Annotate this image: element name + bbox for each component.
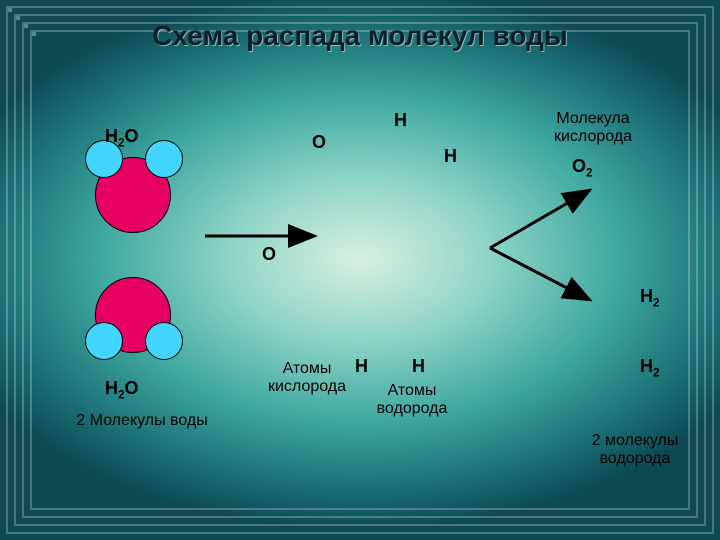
page-title: Схема распада молекул воды bbox=[0, 20, 720, 52]
diagram-stage: Схема распада молекул воды H2OH2OOOННННO… bbox=[0, 0, 720, 540]
atom-label-O_upper: O bbox=[312, 132, 326, 153]
atom-label-O2: O2 bbox=[572, 156, 593, 180]
atom-label-H2_b: H2 bbox=[640, 356, 660, 380]
caption-atoms_h: Атомыводорода bbox=[362, 382, 462, 418]
caption-mol_o2: Молекулакислорода bbox=[533, 110, 653, 146]
caption-two_h2: 2 молекулыводорода bbox=[570, 432, 700, 468]
atom-label-H2_a: H2 bbox=[640, 286, 660, 310]
water-molecule bbox=[85, 260, 195, 370]
atom-label-H_top: Н bbox=[394, 110, 407, 131]
hydrogen-atom bbox=[145, 322, 183, 360]
atom-label-O_lower: O bbox=[262, 244, 276, 265]
water-molecule bbox=[85, 140, 195, 250]
atom-label-H_br: Н bbox=[412, 356, 425, 377]
hydrogen-atom bbox=[85, 322, 123, 360]
atom-label-h2o_top: H2O bbox=[105, 126, 139, 150]
atom-label-h2o_bot: H2O bbox=[105, 378, 139, 402]
arrow bbox=[490, 248, 590, 300]
caption-two_h2o: 2 Молекулы воды bbox=[52, 412, 232, 430]
caption-atoms_o: Атомыкислорода bbox=[257, 360, 357, 396]
atom-label-H_topr: Н bbox=[444, 146, 457, 167]
arrow bbox=[490, 190, 590, 248]
hydrogen-atom bbox=[145, 140, 183, 178]
